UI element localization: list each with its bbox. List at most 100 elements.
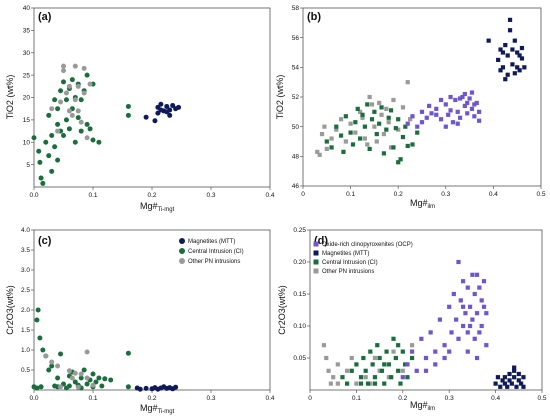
data-point: [461, 279, 466, 284]
data-point: [49, 168, 55, 174]
data-point: [58, 99, 64, 105]
data-point: [37, 335, 43, 341]
data-point: [449, 330, 454, 335]
data-point: [125, 112, 131, 118]
data-point: [414, 368, 419, 373]
panel-d-x-tick-label: 0: [308, 395, 312, 402]
data-point: [510, 62, 515, 67]
data-point: [328, 381, 333, 386]
panel-a-y-tick-label: 20: [23, 95, 31, 102]
data-point: [381, 131, 387, 137]
data-point: [507, 371, 512, 377]
data-point: [505, 53, 510, 58]
data-point: [40, 180, 46, 186]
data-point: [355, 106, 360, 111]
data-point: [370, 362, 375, 367]
data-point: [469, 106, 475, 111]
data-point: [514, 384, 519, 389]
data-point: [465, 330, 470, 335]
data-point: [31, 135, 37, 141]
data-point: [125, 350, 131, 356]
panel-c-y-tick-label: 2.5: [21, 287, 30, 294]
data-point: [78, 128, 84, 134]
data-point: [470, 317, 475, 322]
legend-label: Other PN intrusions: [188, 259, 240, 265]
panel-c-series-other-pn-intrusions: [43, 349, 96, 390]
data-point: [391, 145, 396, 150]
panel-a-x-tick-label: 0.3: [206, 192, 215, 199]
data-point: [405, 121, 410, 126]
data-point: [503, 42, 508, 48]
legend-label: Oxide-rich clinopyroxenites (OCP): [322, 242, 413, 248]
data-point: [522, 65, 527, 70]
data-point: [446, 112, 451, 117]
data-point: [467, 323, 473, 329]
data-point: [75, 384, 81, 390]
data-point: [349, 368, 354, 373]
data-point: [324, 139, 329, 144]
data-point: [516, 378, 521, 383]
panel-c-y-tick-label: 2.0: [21, 307, 30, 314]
data-point: [479, 323, 484, 329]
data-point: [84, 381, 90, 387]
data-point: [61, 79, 66, 85]
panel-c-y-tick-label: 3.5: [21, 247, 30, 254]
panel-d-series-central-intrusion-ci: [340, 336, 415, 386]
data-point: [84, 375, 90, 381]
data-point: [90, 137, 96, 143]
data-point: [321, 343, 327, 348]
panel-a-frame: [33, 7, 271, 188]
panel-c-y-tick-label: 4.0: [21, 227, 30, 234]
panel-a-x-axis-label-main: Mg#: [140, 201, 158, 211]
data-point: [66, 383, 72, 389]
panel-a-series-other-pn-intrusions: [49, 63, 93, 141]
data-point: [512, 365, 517, 370]
data-point: [358, 375, 364, 380]
data-point: [465, 111, 470, 116]
data-point: [451, 291, 456, 297]
data-point: [443, 102, 448, 107]
data-point: [353, 120, 358, 125]
data-point: [343, 114, 348, 119]
data-point: [433, 349, 438, 354]
data-point: [481, 304, 487, 309]
data-point: [69, 375, 75, 381]
data-point: [423, 368, 429, 373]
data-point: [461, 323, 466, 329]
data-point: [477, 109, 482, 114]
data-point: [46, 153, 52, 159]
data-point: [474, 100, 479, 106]
data-point: [38, 175, 44, 181]
data-point: [443, 124, 448, 129]
data-point: [386, 120, 391, 125]
data-point: [84, 349, 90, 355]
data-point: [515, 50, 520, 55]
data-point: [409, 355, 415, 361]
data-point: [474, 272, 480, 277]
data-point: [382, 362, 387, 367]
data-point: [498, 384, 503, 389]
data-point: [486, 38, 491, 43]
data-point: [362, 124, 367, 129]
data-point: [403, 362, 408, 367]
data-point: [496, 57, 501, 63]
panel-b-series-oxide-rich-clinopyroxenites-ocp: [405, 90, 482, 129]
data-point: [372, 124, 377, 129]
data-point: [477, 118, 482, 123]
data-point: [164, 103, 170, 109]
data-point: [434, 106, 439, 111]
legend-label: Other PN intrusions: [322, 269, 374, 275]
data-point: [350, 142, 356, 147]
panel-a-marks: [31, 63, 182, 186]
data-point: [521, 375, 526, 380]
data-point: [410, 114, 415, 119]
panel-b-y-tick-label: 48: [292, 154, 300, 161]
panel-b-x-tick-label: 0: [301, 191, 305, 198]
panel-b-marks: [315, 17, 527, 165]
data-point: [173, 384, 179, 390]
data-point: [363, 375, 368, 380]
data-point: [391, 97, 396, 103]
data-point: [158, 107, 164, 113]
panel-a-y-tick-label: 5: [26, 162, 30, 169]
